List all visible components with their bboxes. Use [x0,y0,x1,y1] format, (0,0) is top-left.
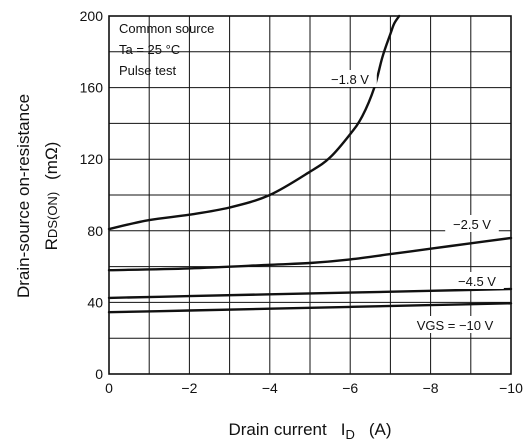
y-tick-label: 40 [87,294,103,310]
y-axis-subscript: DS(ON) [45,192,60,238]
series-label: −4.5 V [458,274,496,289]
condition-line: Common source [119,21,214,36]
x-tick-label: 0 [105,380,113,396]
x-tick-label: −8 [423,380,439,396]
x-tick-label: −2 [181,380,197,396]
series-label: −1.8 V [331,72,369,87]
series-label-bg [323,70,377,87]
x-axis-unit: (A) [369,420,392,439]
series-label: VGS = −10 V [417,318,494,333]
series-labels: −1.8 V −2.5 V −4.5 V VGS = −10 V [323,70,504,333]
series-curve [107,302,513,314]
series-label-bg [409,316,501,333]
x-axis-label: Drain current [228,420,327,439]
y-axis-title-line2: RDS(ON) (mΩ) [42,142,61,251]
series-curve [107,14,401,231]
tick-labels: 0 −2 −4 −6 −8 −10 0 40 80 120 160 200 [80,8,523,396]
y-tick-label: 80 [87,223,103,239]
y-axis-title-line1: Drain-source on-resistance [14,94,33,298]
x-tick-label: −10 [499,380,523,396]
plot-frame [108,15,512,375]
y-tick-label: 120 [80,151,104,167]
condition-line: Ta = 25 °C [119,42,180,57]
x-axis-symbol: I [341,420,346,439]
x-tick-label: −6 [342,380,358,396]
series-curve [107,287,513,300]
y-tick-label: 0 [95,366,103,382]
series-label-bg [445,215,499,232]
x-axis-title: Drain current ID (A) [228,420,391,442]
y-axis-unit: (mΩ) [42,142,61,180]
conditions-note: Common source Ta = 25 °C Pulse test [119,21,214,78]
condition-line: Pulse test [119,63,176,78]
x-tick-label: −4 [262,380,278,396]
y-tick-label: 160 [80,80,104,96]
series-curves [107,14,513,314]
y-tick-label: 200 [80,8,104,24]
series-curve [107,236,513,272]
series-label: −2.5 V [453,217,491,232]
x-axis-subscript: D [345,427,354,442]
series-label-bg [450,272,504,289]
y-axis-symbol: R [42,238,61,250]
